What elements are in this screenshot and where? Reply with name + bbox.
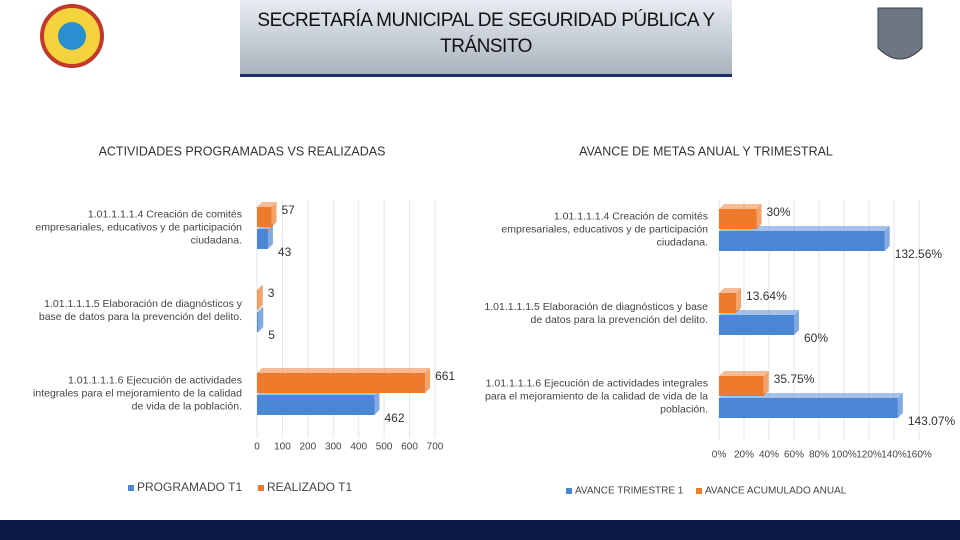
bar bbox=[719, 398, 898, 418]
data-label: 57 bbox=[281, 203, 295, 217]
bar-depth bbox=[897, 393, 903, 418]
bar-top bbox=[257, 368, 431, 373]
legend-label: REALIZADO T1 bbox=[267, 480, 352, 494]
x-tick-label: 500 bbox=[376, 442, 393, 453]
x-tick-label: 80% bbox=[809, 450, 829, 461]
bar-depth bbox=[425, 368, 431, 393]
bar bbox=[257, 207, 272, 227]
bar-top bbox=[257, 285, 263, 290]
x-tick-label: 20% bbox=[734, 450, 754, 461]
bar bbox=[719, 231, 885, 251]
bar-depth bbox=[374, 390, 380, 415]
bar-depth bbox=[763, 371, 769, 396]
bar-top bbox=[719, 288, 742, 293]
slide-title: SECRETARÍA MUNICIPAL DE SEGURIDAD PÚBLIC… bbox=[257, 10, 715, 57]
bar-top bbox=[719, 204, 762, 209]
data-label: 60% bbox=[804, 331, 828, 345]
legend-swatch bbox=[128, 485, 134, 491]
legend-swatch bbox=[566, 488, 572, 494]
x-tick-label: 100% bbox=[831, 450, 857, 461]
police-badge bbox=[877, 7, 923, 60]
bar-depth bbox=[736, 288, 742, 313]
header-line bbox=[240, 74, 732, 77]
category-label: 1.01.1.1.1.5 Elaboración de diagnósticos… bbox=[38, 298, 242, 323]
category-label: 1.01.1.1.1.5 Elaboración de diagnósticos… bbox=[484, 301, 708, 326]
x-tick-label: 140% bbox=[881, 450, 907, 461]
data-label: 661 bbox=[435, 369, 455, 383]
x-tick-label: 400 bbox=[350, 442, 367, 453]
bar bbox=[257, 312, 259, 332]
bar bbox=[257, 395, 375, 415]
x-tick-label: 700 bbox=[427, 442, 444, 453]
x-tick-label: 0 bbox=[254, 442, 260, 453]
x-tick-label: 40% bbox=[759, 450, 779, 461]
x-tick-label: 300 bbox=[325, 442, 342, 453]
bar-top bbox=[719, 371, 769, 376]
bar-depth bbox=[267, 224, 273, 249]
x-tick-label: 0% bbox=[712, 450, 727, 461]
x-tick-label: 100 bbox=[274, 442, 291, 453]
data-label: 35.75% bbox=[774, 372, 815, 386]
footer-bar bbox=[0, 520, 960, 540]
x-tick-label: 60% bbox=[784, 450, 804, 461]
bar bbox=[719, 376, 764, 396]
bar bbox=[719, 209, 757, 229]
legend-swatch bbox=[258, 485, 264, 491]
bar-top bbox=[257, 307, 264, 312]
data-label: 132.56% bbox=[895, 247, 943, 261]
bar bbox=[719, 315, 794, 335]
bar bbox=[257, 290, 258, 310]
bar-depth bbox=[794, 310, 799, 335]
header-banner bbox=[240, 0, 732, 75]
municipal-logo-center bbox=[58, 22, 86, 50]
x-tick-label: 160% bbox=[906, 450, 932, 461]
bar bbox=[719, 293, 737, 313]
legend-swatch bbox=[696, 488, 702, 494]
bar bbox=[257, 229, 268, 249]
category-label: 1.01.1.1.1.4 Creación de comités empresa… bbox=[501, 210, 708, 249]
data-label: 30% bbox=[767, 205, 791, 219]
legend-label: PROGRAMADO T1 bbox=[137, 480, 242, 494]
bar-depth bbox=[257, 285, 263, 310]
x-tick-label: 200 bbox=[300, 442, 317, 453]
bar-depth bbox=[884, 226, 890, 251]
bar-top bbox=[719, 226, 890, 231]
data-label: 143.07% bbox=[908, 414, 956, 428]
bar bbox=[257, 373, 426, 393]
category-label: 1.01.1.1.1.6 Ejecución de actividades in… bbox=[33, 374, 242, 413]
category-label: 1.01.1.1.1.4 Creación de comités empresa… bbox=[35, 208, 242, 247]
bar-top bbox=[719, 310, 799, 315]
legend-label: AVANCE ACUMULADO ANUAL bbox=[705, 486, 847, 497]
category-label: 1.01.1.1.1.6 Ejecución de actividades in… bbox=[485, 377, 708, 416]
bar-depth bbox=[258, 307, 264, 332]
data-label: 3 bbox=[268, 286, 275, 300]
bar-depth bbox=[271, 202, 277, 227]
data-label: 13.64% bbox=[746, 289, 787, 303]
bar-top bbox=[257, 202, 277, 207]
bar-depth bbox=[756, 204, 762, 229]
chart-title: ACTIVIDADES PROGRAMADAS VS REALIZADAS bbox=[99, 144, 386, 158]
data-label: 462 bbox=[384, 411, 404, 425]
data-label: 43 bbox=[278, 245, 292, 259]
x-tick-label: 600 bbox=[401, 442, 418, 453]
legend-label: AVANCE TRIMESTRE 1 bbox=[575, 486, 684, 497]
x-tick-label: 120% bbox=[856, 450, 882, 461]
chart-title: AVANCE DE METAS ANUAL Y TRIMESTRAL bbox=[579, 144, 833, 158]
data-label: 5 bbox=[268, 328, 275, 342]
